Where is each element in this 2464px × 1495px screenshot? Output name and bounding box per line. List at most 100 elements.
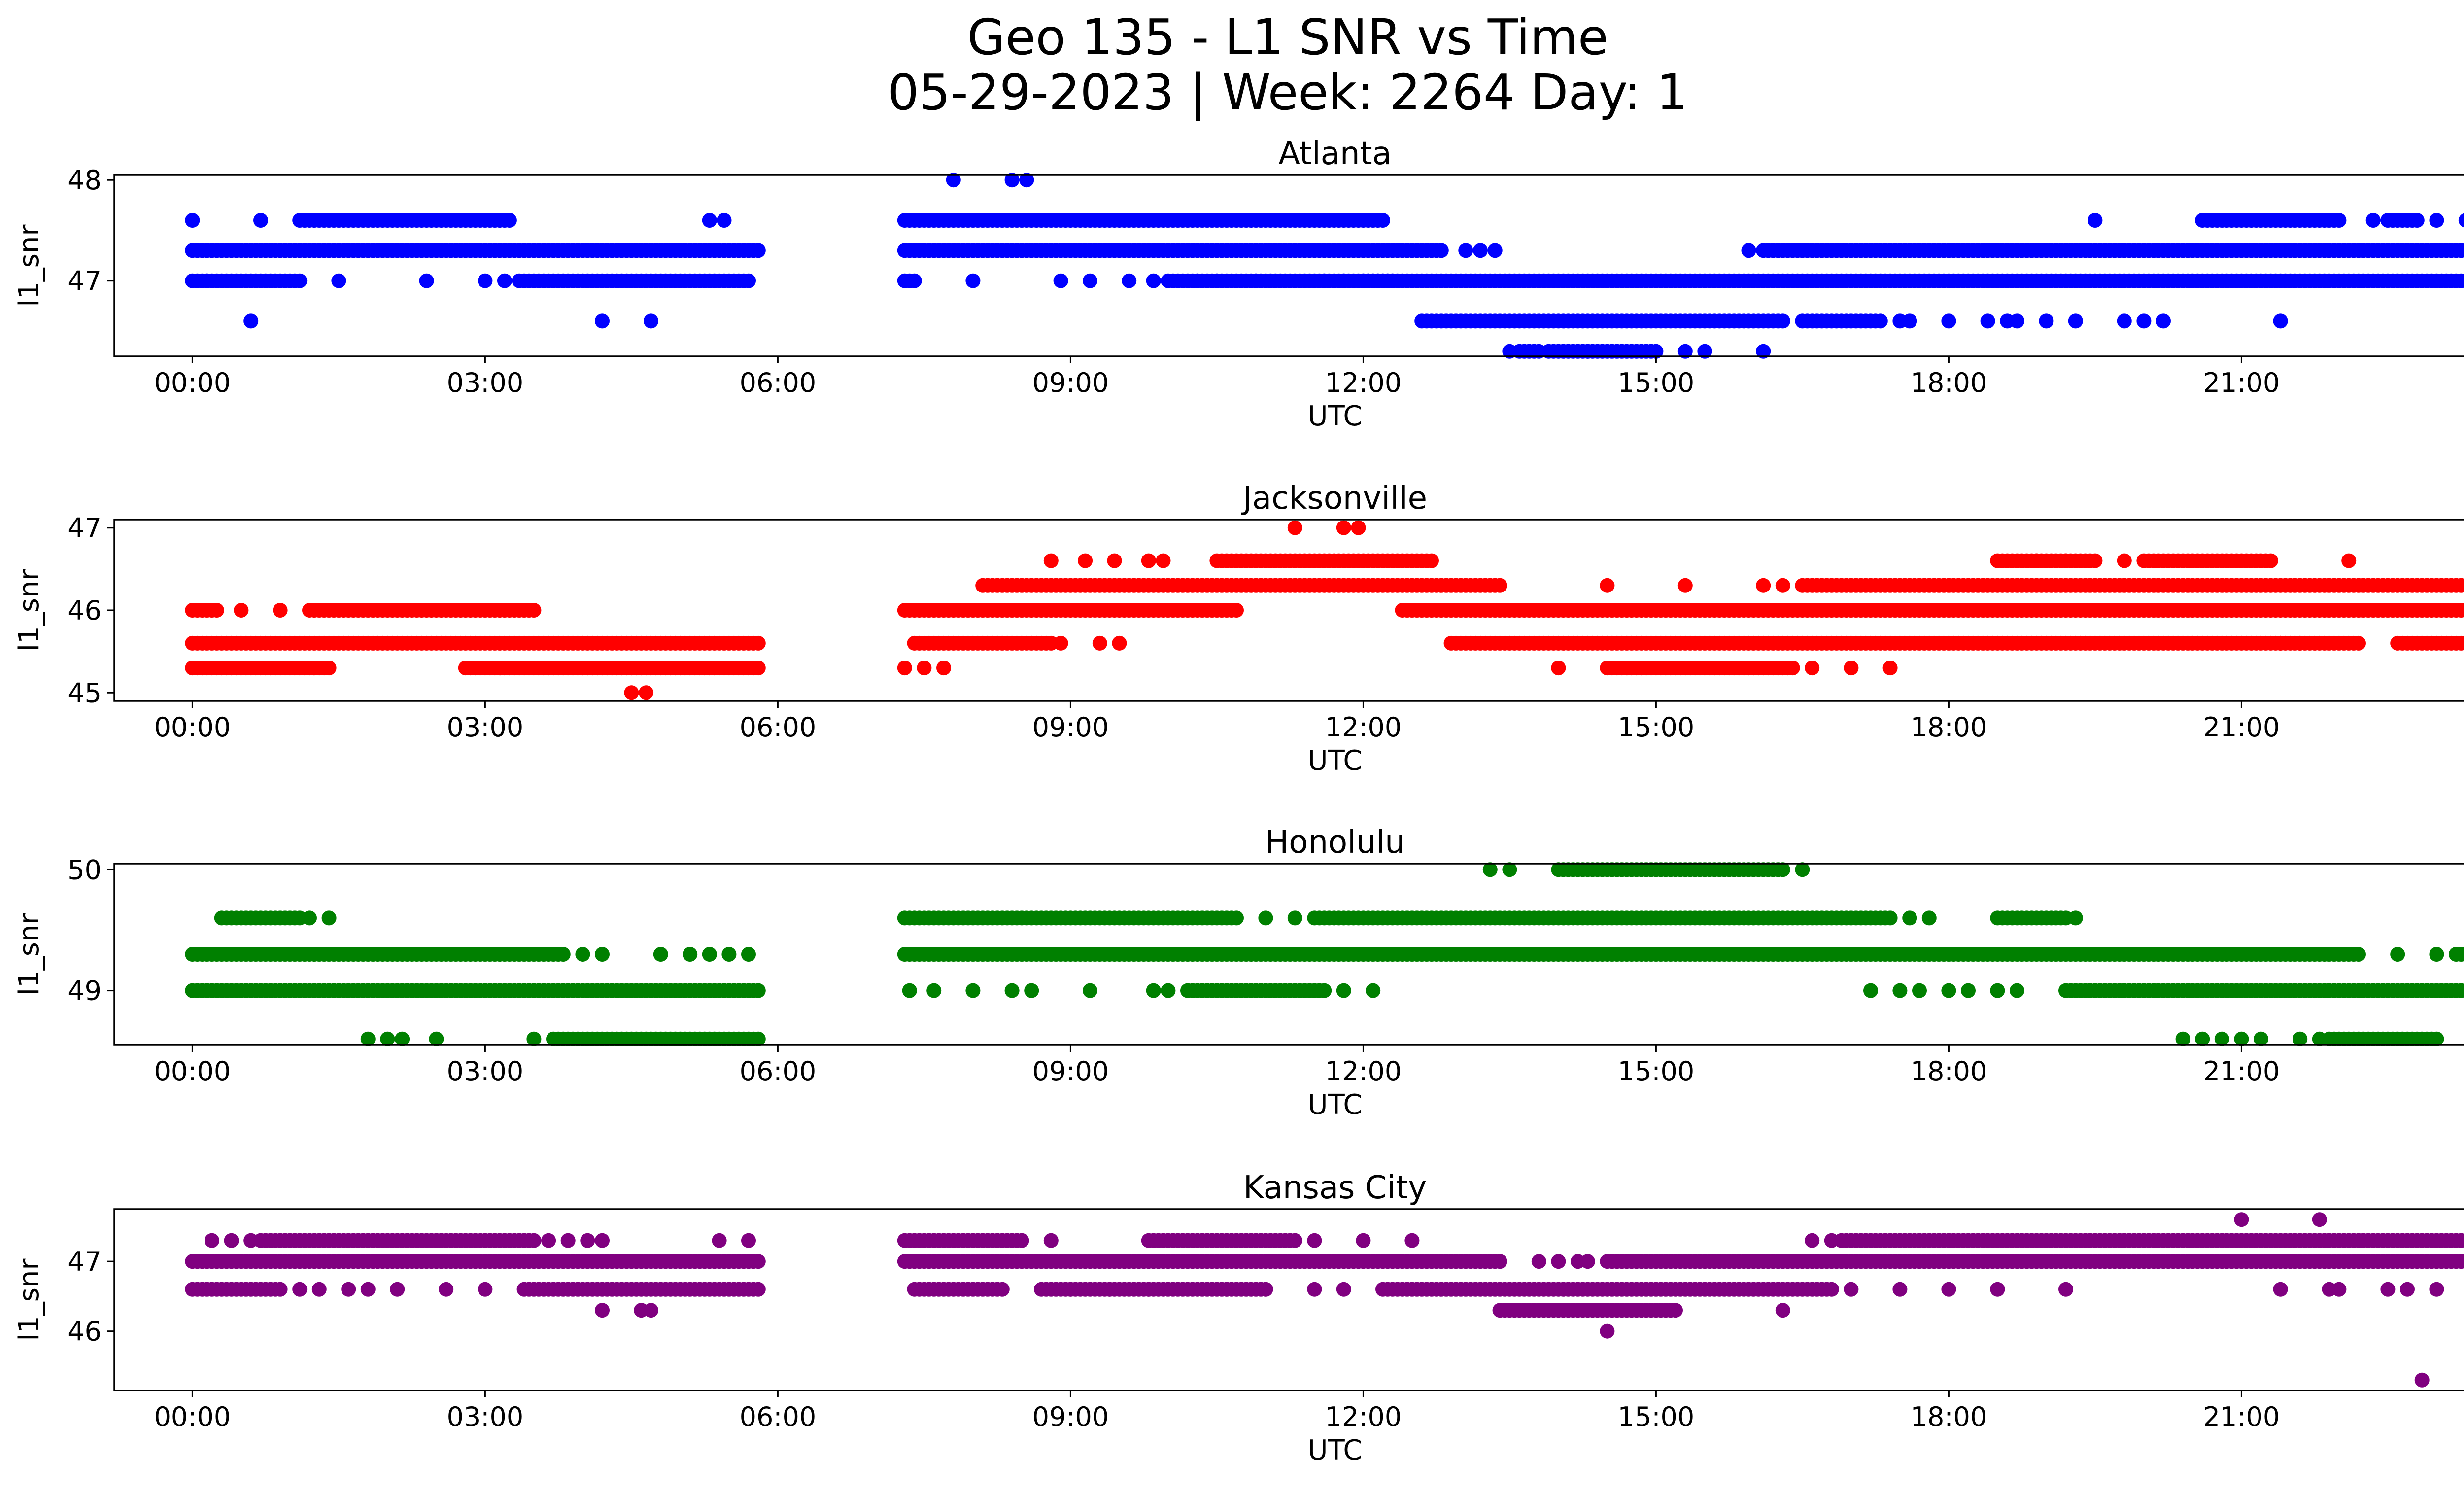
panel-atlanta: Atlanta 00:00 03:00 06:00 09:00 12:00 15:00 18:… [13, 136, 2464, 432]
data-point [2429, 1282, 2444, 1297]
data-point [1375, 213, 1390, 228]
x-tick-label: 06:00 [740, 367, 817, 398]
y-axis-label: l1_snr [13, 569, 45, 652]
data-point [751, 661, 766, 676]
data-point [1531, 1254, 1546, 1269]
data-point [965, 273, 981, 288]
data-point [1229, 603, 1244, 618]
data-point [1741, 243, 1756, 258]
data-point [639, 685, 654, 700]
x-tick-label: 18:00 [1911, 1056, 1987, 1087]
data-point [721, 947, 737, 962]
data-point [243, 313, 259, 329]
data-point [2010, 983, 2024, 998]
data-point [526, 1031, 542, 1046]
data-point [1882, 910, 1898, 926]
data-point [2195, 1031, 2210, 1046]
data-point [1697, 344, 1712, 359]
data-point [1063, 1282, 1078, 1297]
data-point [1492, 578, 1507, 593]
data-point [1551, 1254, 1566, 1269]
data-point [2458, 603, 2464, 618]
data-point [751, 983, 766, 998]
y-tick-label: 47 [68, 266, 102, 297]
data-point [2380, 1282, 2396, 1297]
x-tick-label: 21:00 [2203, 1056, 2280, 1087]
data-point [360, 1031, 376, 1046]
data-point [1317, 273, 1332, 288]
y-tick-label: 49 [68, 975, 102, 1007]
data-point [575, 947, 590, 962]
data-point [2117, 553, 2132, 568]
data-point [1004, 983, 1020, 998]
data-point [1756, 578, 1771, 593]
data-point [902, 983, 917, 998]
data-point [1912, 983, 1927, 998]
x-tick-label: 12:00 [1325, 1401, 1402, 1432]
data-point [185, 213, 200, 228]
data-point [1805, 661, 1820, 676]
data-point [1795, 862, 1810, 877]
data-point [2273, 1282, 2288, 1297]
figure-title-line1: Geo 135 - L1 SNR vs Time [967, 8, 1608, 66]
data-point [1258, 910, 1273, 926]
data-point [946, 173, 961, 188]
data-point [1600, 1323, 1615, 1339]
data-point [2234, 1212, 2249, 1227]
x-tick-label: 12:00 [1325, 367, 1402, 398]
data-point [1024, 983, 1039, 998]
data-point [1775, 862, 1790, 877]
data-point [1892, 983, 1908, 998]
data-point [1482, 862, 1498, 877]
data-point [1902, 313, 1917, 329]
data-point [751, 635, 766, 651]
data-point [1795, 243, 1810, 258]
data-point [395, 1031, 410, 1046]
data-point [1775, 1303, 1790, 1318]
x-axis-label: UTC [1307, 1089, 1362, 1121]
x-tick-label: 06:00 [740, 1056, 817, 1087]
data-point [1161, 983, 1176, 998]
y-tick-label: 45 [68, 677, 102, 708]
data-point [2409, 213, 2425, 228]
x-tick-label: 06:00 [740, 1401, 817, 1432]
data-point [360, 1282, 376, 1297]
data-point [1863, 983, 1878, 998]
data-point [478, 273, 493, 288]
data-point [1336, 983, 1351, 998]
x-axis-label: UTC [1307, 400, 1362, 432]
data-point [1580, 1254, 1595, 1269]
x-tick-label: 21:00 [2203, 712, 2280, 743]
data-point [2365, 213, 2381, 228]
panel-title: Honolulu [1265, 824, 1405, 861]
data-point [2331, 1282, 2347, 1297]
data-point [1473, 243, 1488, 258]
data-point [1351, 520, 1366, 535]
data-point [224, 1233, 239, 1248]
data-point [1677, 344, 1693, 359]
data-point [2458, 636, 2464, 651]
panel-kansas-city: Kansas City 00:00 03:00 06:00 09:00 12:00 15:0… [13, 1170, 2464, 1466]
data-point [1882, 661, 1898, 676]
data-point [321, 910, 337, 926]
data-point [380, 1031, 395, 1046]
data-point [2058, 1282, 2073, 1297]
data-point [1502, 862, 1517, 877]
data-point [1146, 273, 1161, 288]
data-point [1317, 983, 1332, 998]
data-point [1648, 344, 1664, 359]
x-tick-label: 00:00 [154, 712, 231, 743]
data-point [741, 1233, 756, 1248]
data-point [2234, 1031, 2249, 1046]
data-point [560, 1233, 576, 1248]
data-point [1336, 273, 1351, 288]
data-point [624, 685, 639, 700]
x-tick-label: 09:00 [1032, 1401, 1109, 1432]
data-point [205, 1233, 219, 1248]
data-point [1921, 910, 1937, 926]
data-point [292, 1282, 308, 1297]
data-point [1580, 344, 1595, 359]
data-point [1122, 273, 1137, 288]
data-point [1209, 273, 1225, 288]
data-point [292, 273, 308, 288]
